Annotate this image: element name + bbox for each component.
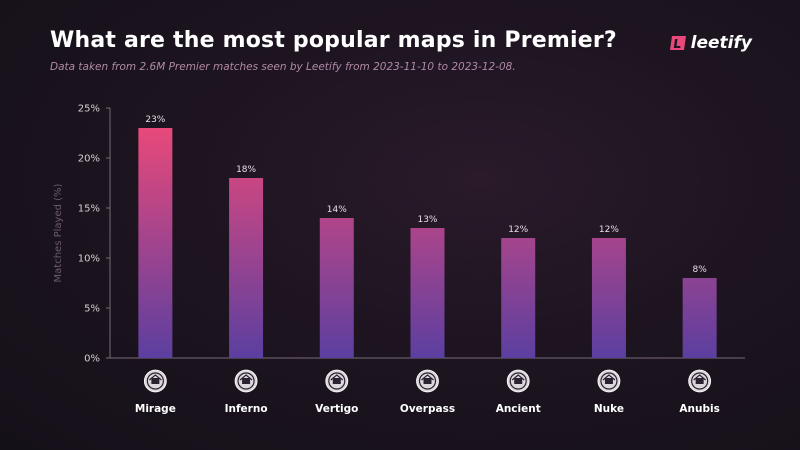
- y-axis-label: Matches Played (%): [53, 183, 64, 282]
- vertigo-map-icon: [325, 369, 349, 393]
- category-label: Overpass: [400, 403, 455, 415]
- y-tick-label: 5%: [84, 304, 100, 315]
- nuke-map-icon: [597, 369, 621, 393]
- y-tick-label: 15%: [78, 204, 100, 215]
- chart-subtitle: Data taken from 2.6M Premier matches see…: [50, 61, 516, 73]
- bar-vertigo: [319, 218, 354, 358]
- overpass-map-icon: [416, 369, 439, 393]
- value-label: 18%: [236, 165, 256, 175]
- value-label: 8%: [693, 265, 708, 275]
- y-tick-label: 0%: [84, 354, 100, 365]
- category-label: Nuke: [594, 403, 624, 415]
- chart-title: What are the most popular maps in Premie…: [50, 28, 617, 53]
- value-label: 12%: [599, 225, 619, 235]
- bar-anubis: [682, 278, 717, 358]
- y-tick-label: 25%: [78, 104, 100, 115]
- bar-overpass: [410, 228, 445, 358]
- category-label: Mirage: [135, 403, 176, 415]
- logo-text: leetify: [690, 33, 752, 53]
- inferno-map-icon: [234, 369, 258, 393]
- bar-nuke: [591, 238, 626, 358]
- anubis-map-icon: [688, 369, 712, 393]
- ancient-map-icon: [506, 369, 530, 393]
- value-label: 14%: [327, 205, 347, 215]
- category-label: Inferno: [225, 403, 268, 415]
- value-label: 12%: [508, 225, 528, 235]
- category-label: Anubis: [679, 403, 719, 415]
- mirage-map-icon: [143, 369, 167, 393]
- category-label: Ancient: [496, 403, 541, 415]
- leetify-logo: leetify: [669, 33, 752, 53]
- y-tick-label: 10%: [78, 254, 100, 265]
- value-label: 23%: [145, 115, 165, 125]
- bar-ancient: [501, 238, 536, 358]
- bar-inferno: [229, 178, 264, 358]
- category-label: Vertigo: [315, 403, 358, 415]
- bar-mirage: [138, 128, 173, 358]
- value-label: 13%: [417, 215, 437, 225]
- leetify-logo-icon: [669, 36, 686, 50]
- y-tick-label: 20%: [78, 154, 100, 165]
